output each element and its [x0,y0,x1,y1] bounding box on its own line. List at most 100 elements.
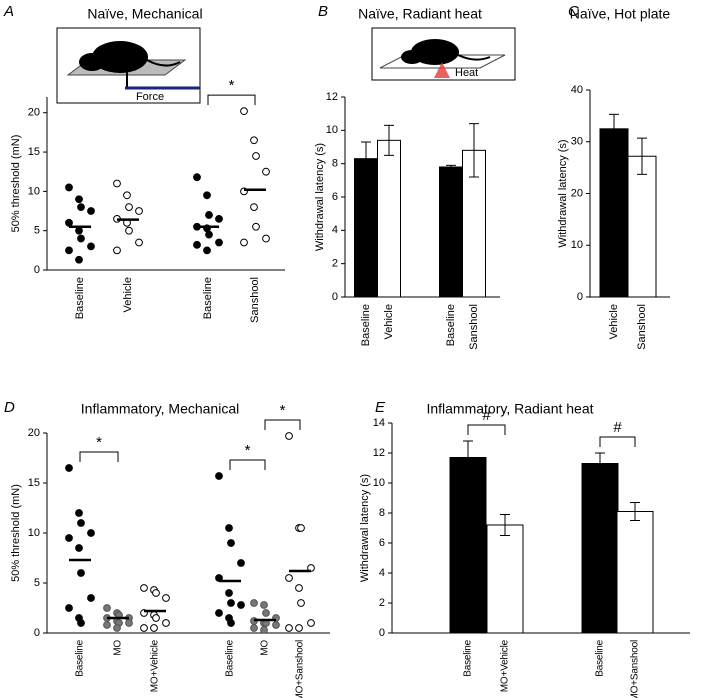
y-tick-label: 40 [571,84,583,96]
data-point [87,594,95,602]
y-tick-label: 6 [332,191,338,203]
data-point [215,472,223,480]
panel-letter: B [318,3,328,20]
bar [354,158,378,298]
data-point [162,619,170,627]
bar [439,166,463,298]
data-point [150,624,158,632]
y-tick-label: 5 [34,577,40,589]
data-point [77,619,85,627]
bar [581,463,619,634]
data-point [237,601,245,609]
data-point [252,222,260,231]
data-point [135,238,143,247]
data-point [225,524,233,532]
data-point [285,432,293,440]
data-point [103,621,111,629]
data-point [215,609,223,617]
x-tick-label: Vehicle [122,277,134,312]
data-point [113,246,121,255]
data-point [250,203,258,211]
y-tick-label: 10 [373,477,385,489]
y-tick-label: 0 [34,627,40,639]
x-tick-label: Vehicle [608,304,620,339]
x-tick-label: Baseline [360,304,372,346]
y-tick-label: 0 [379,627,385,639]
y-tick-label: 5 [34,225,40,237]
data-point [87,242,95,251]
data-point [203,246,211,255]
chart-title: Inflammatory, Mechanical [81,401,239,417]
inset-heat: Heat [371,27,516,81]
data-point [252,152,260,160]
data-point [65,534,73,542]
panel-letter: A [3,3,14,20]
y-tick-label: 6 [379,537,385,549]
data-point [260,626,268,634]
significance-bracket [264,419,301,430]
data-point [152,589,160,597]
data-point [285,574,293,582]
data-point [75,509,83,517]
data-point [262,609,270,617]
y-tick-label: 10 [571,239,583,251]
data-point [203,191,211,200]
significance-bracket [599,436,636,447]
data-point [77,203,85,211]
data-point [152,614,160,622]
data-point [65,464,73,472]
data-point [295,584,303,592]
data-point [113,179,121,188]
data-point [135,207,143,215]
panel-letter: C [568,3,579,20]
data-point [77,519,85,527]
data-point [215,238,223,247]
x-tick-label: MO [113,640,124,656]
data-point [87,207,95,215]
panel-letter: D [4,399,15,416]
y-tick-label: 10 [326,124,338,136]
significance-label: # [482,407,491,424]
data-point [240,107,248,116]
bar [377,139,401,298]
mouse-body [411,39,459,65]
data-point [262,167,270,176]
chart-title: Naïve, Radiant heat [358,6,482,22]
x-tick-label: Baseline [202,277,214,319]
x-tick-label: Baseline [74,277,86,319]
data-point [240,238,248,247]
data-point [237,559,245,567]
y-tick-label: 20 [28,107,40,119]
data-point [65,246,73,255]
data-point [227,539,235,547]
mouse-body [92,41,148,73]
x-tick-label: Baseline [595,639,606,676]
bar [449,457,487,634]
data-point [193,240,201,249]
data-point [215,214,223,223]
data-point [205,211,213,219]
y-axis-label: Withdrawal latency (s) [557,139,569,247]
y-tick-label: 2 [379,597,385,609]
data-point [250,624,258,632]
y-tick-label: 12 [373,447,385,459]
chart-title: Inflammatory, Radiant heat [426,401,593,417]
y-axis-label: Withdrawal latency (s) [314,143,326,251]
y-tick-label: 10 [28,527,40,539]
x-tick-label: Baseline [225,639,236,676]
data-point [75,544,83,552]
x-tick-label: MO+Sanshool [295,640,306,698]
inset-label: Force [136,91,164,103]
significance-label: * [245,442,251,459]
data-point [125,226,133,235]
data-point [297,599,305,607]
significance-label: # [613,419,622,436]
significance-label: * [280,402,286,419]
data-point [295,624,303,632]
data-point [307,619,315,627]
bar [599,128,629,298]
bar [627,155,657,298]
data-point [193,173,201,182]
y-tick-label: 0 [577,291,583,303]
